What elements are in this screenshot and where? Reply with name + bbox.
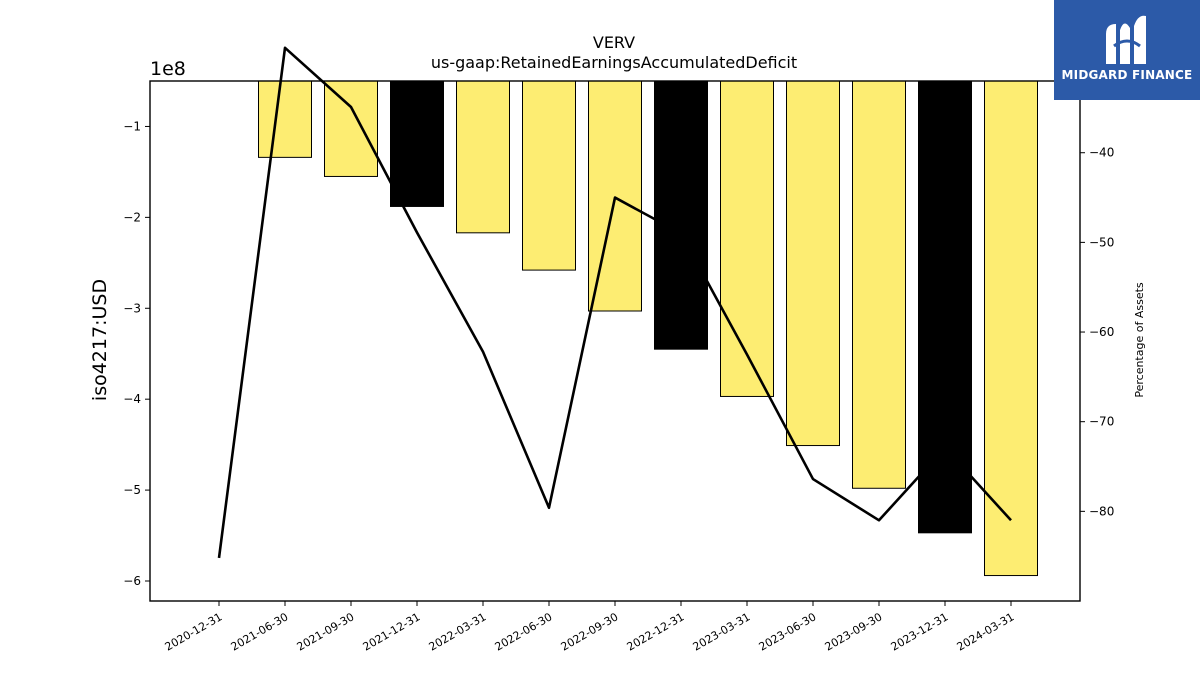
- bar-2021-06-30: [258, 80, 312, 158]
- y2-tick-label: −50: [1089, 235, 1114, 249]
- x-tick-label: 2022-06-30: [493, 610, 555, 653]
- bar-2023-09-30: [852, 80, 906, 489]
- bar-2023-06-30: [786, 80, 840, 447]
- x-tick-label: 2023-12-31: [889, 610, 951, 653]
- x-tick-label: 2021-09-30: [295, 610, 357, 653]
- bars: [258, 80, 1038, 577]
- y-axis-label: iso4217:USD: [89, 279, 111, 401]
- bar-2022-12-31: [654, 80, 708, 350]
- midgard-logo-icon: [1106, 15, 1146, 64]
- x-tick-label: 2021-06-30: [229, 610, 291, 653]
- y-tick-label: −1: [123, 119, 141, 133]
- bar-2023-12-31: [918, 80, 972, 534]
- y2-tick-label: −70: [1089, 415, 1114, 429]
- y2-tick-label: −60: [1089, 325, 1114, 339]
- y-tick-label: −6: [123, 574, 141, 588]
- x-tick-label: 2022-09-30: [559, 610, 621, 653]
- x-tick-label: 2023-06-30: [757, 610, 819, 653]
- y-tick-label: −5: [123, 483, 141, 497]
- percentage-line-layer: [217, 46, 1012, 559]
- chart-title: VERV: [593, 33, 635, 52]
- bar-2021-09-30: [324, 80, 378, 177]
- x-tick-label: 2024-03-31: [955, 610, 1017, 653]
- y-tick-label: −4: [123, 392, 141, 406]
- bar-2023-03-31: [720, 80, 774, 397]
- bar-2021-12-31: [390, 80, 444, 207]
- y2-tick-label: −80: [1089, 504, 1114, 518]
- x-tick-label: 2021-12-31: [361, 610, 423, 653]
- x-tick-label: 2022-03-31: [427, 610, 489, 653]
- x-tick-label: 2020-12-31: [163, 610, 225, 653]
- y-tick-label: −2: [123, 210, 141, 224]
- y2-tick-label: −40: [1089, 146, 1114, 160]
- bar-2022-03-31: [456, 80, 510, 234]
- x-tick-label: 2022-12-31: [625, 610, 687, 653]
- x-tick-label: 2023-09-30: [823, 610, 885, 653]
- x-tick-label: 2023-03-31: [691, 610, 753, 653]
- y-tick-label: −3: [123, 301, 141, 315]
- y2-axis-label: Percentage of Assets: [1133, 282, 1146, 398]
- bar-2022-06-30: [522, 80, 576, 271]
- y-offset-label: 1e8: [150, 58, 186, 80]
- chart-subtitle: us-gaap:RetainedEarningsAccumulatedDefic…: [431, 53, 797, 72]
- brand-logo: MIDGARD FINANCE: [1054, 0, 1200, 100]
- brand-name: MIDGARD FINANCE: [1061, 68, 1193, 82]
- bar-2024-03-31: [984, 80, 1038, 577]
- bar-2022-09-30: [588, 80, 642, 312]
